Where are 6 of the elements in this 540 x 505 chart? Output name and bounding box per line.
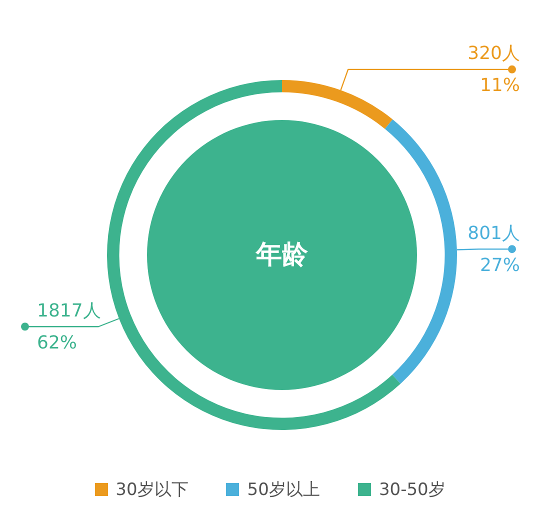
legend-label: 50岁以上 xyxy=(247,479,320,501)
legend-label: 30岁以下 xyxy=(116,479,188,501)
legend-label: 30-50岁 xyxy=(378,479,446,501)
data-label: 1817人 62% xyxy=(37,300,101,354)
data-label: 320人 11% xyxy=(468,43,520,96)
data-label: 801人 27% xyxy=(468,222,520,276)
